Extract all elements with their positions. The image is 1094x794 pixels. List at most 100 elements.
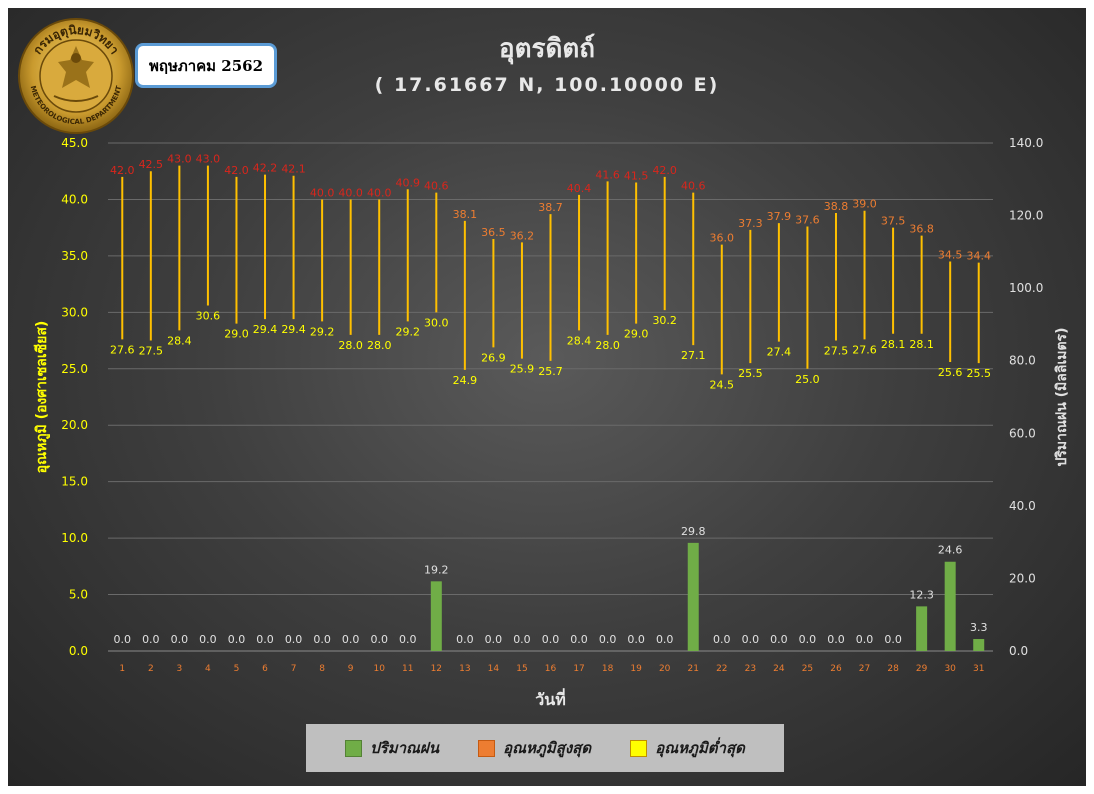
x-tick-label: 20 — [659, 664, 671, 674]
x-tick-label: 21 — [688, 664, 699, 674]
chart-frame: กรมอุตุนิยมวิทยา METEOROLOGICAL DEPARTME… — [8, 8, 1086, 786]
y-left-tick-label: 30.0 — [61, 305, 88, 319]
y-right-tick-label: 80.0 — [1009, 354, 1036, 368]
x-tick-label: 29 — [916, 664, 928, 674]
y-right-tick-label: 60.0 — [1009, 426, 1036, 440]
rainfall-value-label: 0.0 — [114, 633, 132, 646]
x-tick-label: 22 — [716, 664, 727, 674]
x-tick-label: 13 — [459, 664, 470, 674]
min-temp-label: 29.4 — [281, 323, 306, 336]
max-temp-label: 40.6 — [681, 180, 706, 193]
y-right-tick-label: 20.0 — [1009, 571, 1036, 585]
rainfall-value-label: 0.0 — [799, 633, 817, 646]
max-temp-label: 37.9 — [767, 210, 792, 223]
max-temp-label: 37.5 — [881, 215, 906, 228]
legend-item-max-temp: อุณหภูมิสูงสุด — [478, 736, 591, 760]
max-temp-label: 34.4 — [966, 250, 991, 263]
chart-title: อุตรดิตถ์ — [499, 34, 595, 64]
y-left-tick-label: 20.0 — [61, 418, 88, 432]
max-temp-label: 41.6 — [595, 168, 620, 181]
rainfall-value-label: 0.0 — [770, 633, 788, 646]
x-tick-label: 11 — [402, 664, 413, 674]
min-temp-label: 30.0 — [424, 316, 449, 329]
min-temp-label: 28.0 — [367, 339, 392, 352]
max-temp-label: 34.5 — [938, 249, 963, 262]
rainfall-value-label: 24.6 — [938, 544, 963, 557]
min-temp-label: 25.5 — [966, 367, 991, 380]
legend-swatch-min-temp — [630, 739, 648, 757]
rainfall-bar — [944, 561, 956, 651]
rainfall-value-label: 0.0 — [142, 633, 160, 646]
rainfall-value-label: 19.2 — [424, 563, 449, 576]
legend: ปริมาณฝน อุณหภูมิสูงสุด อุณหภูมิต่ำสุด — [306, 724, 784, 772]
min-temp-label: 28.0 — [595, 339, 620, 352]
max-temp-label: 40.0 — [338, 186, 363, 199]
y-left-tick-label: 0.0 — [69, 644, 88, 658]
x-tick-label: 25 — [802, 664, 813, 674]
max-temp-label: 36.0 — [710, 232, 735, 245]
min-temp-label: 29.2 — [310, 325, 335, 338]
max-temp-label: 40.6 — [424, 180, 449, 193]
y-left-tick-label: 25.0 — [61, 362, 88, 376]
max-temp-label: 43.0 — [167, 153, 192, 166]
min-temp-label: 27.5 — [139, 345, 164, 358]
max-temp-label: 38.8 — [824, 200, 849, 213]
max-temp-label: 39.0 — [852, 198, 877, 211]
rainfall-bar — [430, 581, 442, 651]
month-label: พฤษภาคม 2562 — [148, 56, 264, 75]
rainfall-value-label: 0.0 — [313, 633, 331, 646]
max-temp-label: 37.3 — [738, 217, 763, 230]
rainfall-value-label: 0.0 — [456, 633, 474, 646]
max-temp-label: 41.5 — [624, 170, 649, 183]
y-right-tick-label: 140.0 — [1009, 136, 1043, 150]
min-temp-label: 25.7 — [538, 365, 563, 378]
min-temp-label: 28.1 — [909, 338, 934, 351]
min-temp-label: 27.6 — [852, 343, 877, 356]
rainfall-value-label: 0.0 — [656, 633, 674, 646]
x-tick-label: 3 — [177, 664, 183, 674]
max-temp-label: 37.6 — [795, 214, 820, 227]
x-tick-label: 16 — [545, 664, 557, 674]
legend-swatch-max-temp — [478, 739, 496, 757]
rainfall-value-label: 0.0 — [827, 633, 845, 646]
rainfall-value-label: 0.0 — [542, 633, 560, 646]
y-left-tick-label: 5.0 — [69, 588, 88, 602]
min-temp-label: 28.4 — [567, 334, 592, 347]
x-tick-label: 1 — [119, 664, 125, 674]
y-right-axis-title: ปริมาณฝน (มิลลิเมตร) — [1054, 328, 1070, 467]
min-temp-label: 25.6 — [938, 366, 963, 379]
y-left-tick-label: 40.0 — [61, 192, 88, 206]
min-temp-label: 29.2 — [396, 325, 421, 338]
rainfall-bar — [916, 606, 928, 651]
x-tick-label: 26 — [830, 664, 842, 674]
max-temp-label: 38.1 — [453, 208, 478, 221]
max-temp-label: 42.1 — [281, 163, 306, 176]
max-temp-label: 42.0 — [110, 164, 135, 177]
min-temp-label: 25.0 — [795, 373, 820, 386]
legend-label-max-temp: อุณหภูมิสูงสุด — [503, 739, 592, 757]
min-temp-label: 27.4 — [767, 346, 792, 359]
rainfall-value-label: 29.8 — [681, 525, 706, 538]
x-tick-label: 7 — [291, 664, 297, 674]
legend-item-rainfall: ปริมาณฝน — [345, 736, 439, 760]
rainfall-value-label: 0.0 — [627, 633, 645, 646]
min-temp-label: 28.4 — [167, 334, 192, 347]
min-temp-label: 24.5 — [710, 378, 735, 391]
chart-subtitle: ( 17.61667 N, 100.10000 E) — [374, 74, 720, 96]
meteorological-department-logo: กรมอุตุนิยมวิทยา METEOROLOGICAL DEPARTME… — [18, 18, 134, 134]
x-tick-label: 4 — [205, 664, 211, 674]
y-left-tick-label: 45.0 — [61, 136, 88, 150]
x-tick-label: 10 — [373, 664, 385, 674]
rainfall-bar — [687, 542, 699, 651]
rainfall-value-label: 0.0 — [856, 633, 874, 646]
min-temp-label: 26.9 — [481, 351, 506, 364]
y-left-tick-label: 35.0 — [61, 249, 88, 263]
x-tick-label: 15 — [516, 664, 527, 674]
x-axis-title: วันที่ — [535, 688, 565, 709]
legend-label-rainfall: ปริมาณฝน — [370, 739, 439, 757]
max-temp-label: 36.5 — [481, 226, 506, 239]
min-temp-label: 27.6 — [110, 343, 135, 356]
rainfall-value-label: 0.0 — [599, 633, 617, 646]
rainfall-value-label: 0.0 — [342, 633, 360, 646]
rainfall-value-label: 0.0 — [513, 633, 531, 646]
